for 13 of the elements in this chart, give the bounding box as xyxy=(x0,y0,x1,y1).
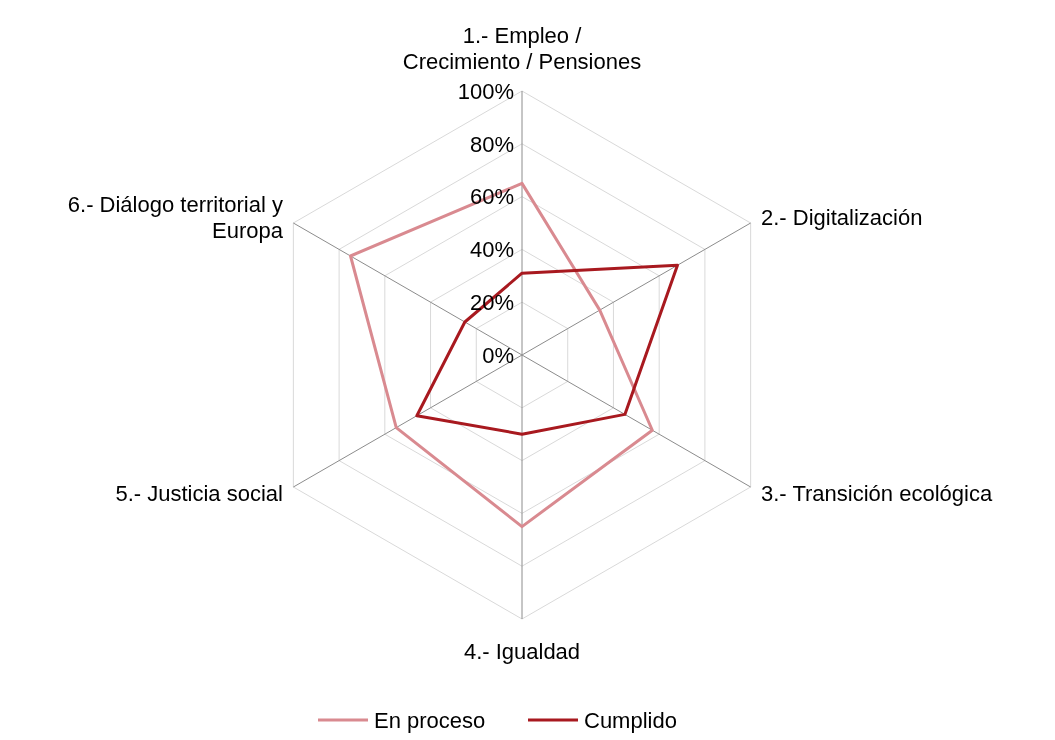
legend-label: Cumplido xyxy=(584,707,677,733)
legend-label: En proceso xyxy=(374,707,486,733)
y-tick-label: 100% xyxy=(457,78,514,104)
spoke-label: 3.- Transición ecológica xyxy=(761,481,993,506)
spoke-label: 1.- Empleo / Crecimiento / Pensiones xyxy=(402,23,642,74)
spoke-label: 5.- Justicia social xyxy=(115,481,283,506)
y-tick-label: 40% xyxy=(469,237,514,263)
y-tick-label: 60% xyxy=(469,184,514,210)
spoke-label: 6.- Diálogo territorial y Europa xyxy=(67,192,284,243)
spoke-label: 4.- Igualdad xyxy=(463,639,581,664)
y-tick-label: 80% xyxy=(469,131,514,157)
y-tick-label: 0% xyxy=(482,342,514,368)
spoke-label: 2.- Digitalización xyxy=(761,205,923,230)
